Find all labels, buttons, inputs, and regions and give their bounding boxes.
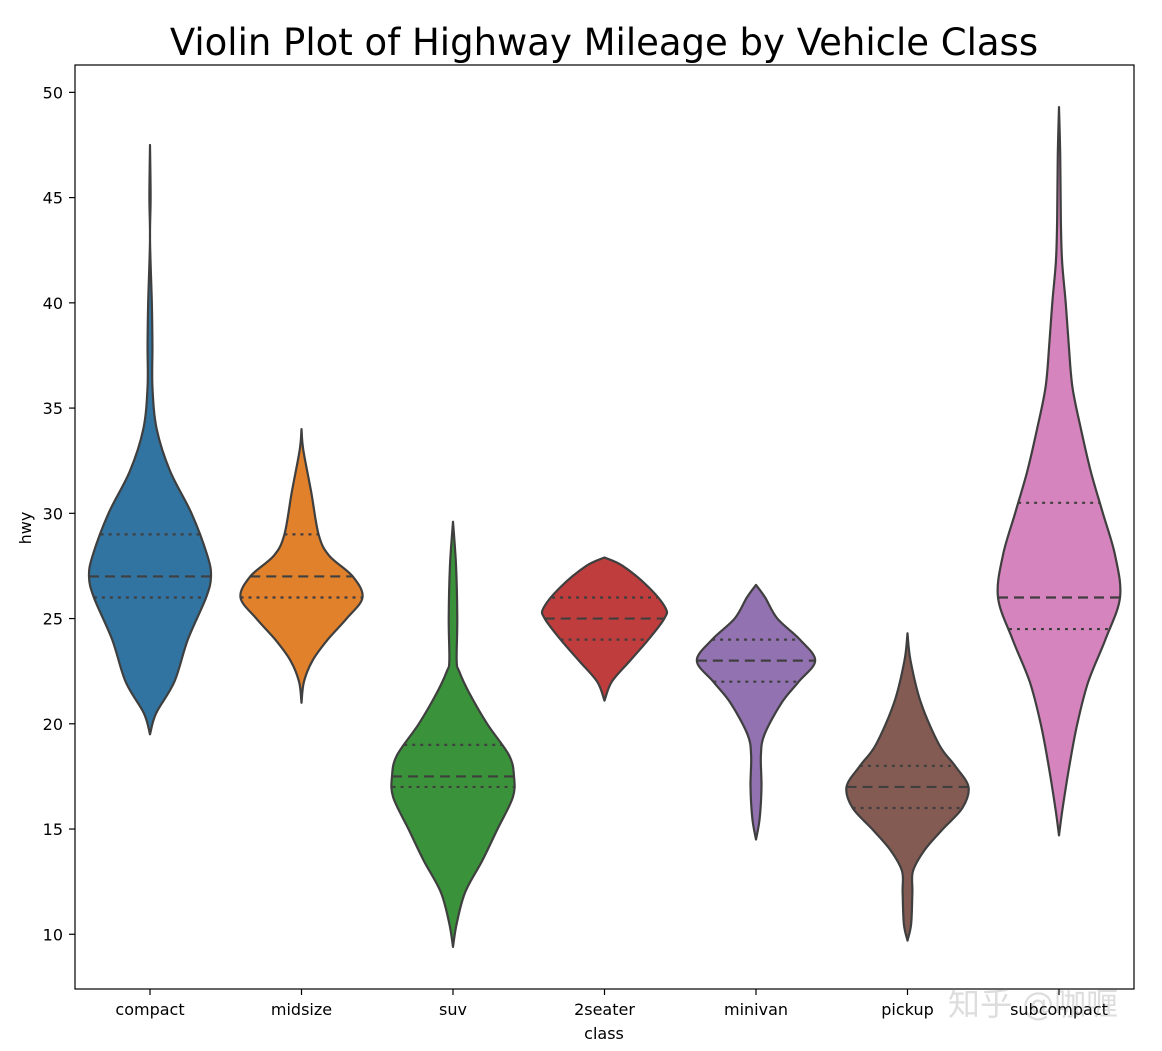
y-tick-label: 25 xyxy=(43,610,63,629)
y-tick-label: 40 xyxy=(43,294,63,313)
x-tick-label-subcompact: subcompact xyxy=(1010,1000,1108,1019)
y-tick-label: 35 xyxy=(43,399,63,418)
y-tick-label: 15 xyxy=(43,820,63,839)
x-tick-label-pickup: pickup xyxy=(881,1000,933,1019)
y-tick-label: 30 xyxy=(43,504,63,523)
x-tick-label-suv: suv xyxy=(439,1000,467,1019)
y-axis-ticks: 10 15 20 25 30 35 40 45 50 xyxy=(43,83,75,944)
chart-title: Violin Plot of Highway Mileage by Vehicl… xyxy=(170,21,1038,64)
plot-area-frame xyxy=(74,64,1135,990)
y-tick-label: 45 xyxy=(43,189,63,208)
x-axis-label: class xyxy=(584,1024,624,1043)
x-tick-label-minivan: minivan xyxy=(724,1000,788,1019)
y-tick-label: 20 xyxy=(43,715,63,734)
x-axis-ticks: compact midsize suv 2seater minivan pickup sub… xyxy=(115,989,1108,1019)
violin-pickup xyxy=(845,632,970,942)
violin-2seater xyxy=(540,556,669,702)
violin-midsize xyxy=(239,428,364,704)
violin-subcompact xyxy=(996,105,1122,837)
x-tick-label-midsize: midsize xyxy=(271,1000,332,1019)
y-tick-label: 50 xyxy=(43,83,63,102)
violins-layer xyxy=(87,105,1122,949)
x-tick-label-2seater: 2seater xyxy=(574,1000,635,1019)
violin-minivan xyxy=(695,583,817,841)
violin-compact xyxy=(87,143,213,736)
watermark: 知乎 @咖喱 xyxy=(948,985,1118,1023)
y-tick-label: 10 xyxy=(43,925,63,944)
x-tick-label-compact: compact xyxy=(115,1000,184,1019)
y-axis-label: hwy xyxy=(16,512,35,545)
violin-suv xyxy=(390,520,516,949)
